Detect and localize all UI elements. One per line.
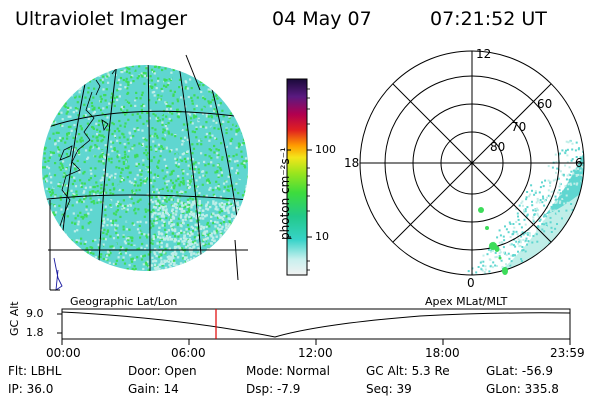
timeline-xtick-2359: 23:59 [550, 346, 585, 360]
mlat-label-60: 60 [537, 97, 553, 111]
colorbar-label: photon cm⁻²s⁻¹ [278, 147, 292, 240]
timeline-ytick-9: 9.0 [26, 307, 44, 320]
mlt-label-18: 18 [344, 156, 360, 170]
sequence-value: Seq: 39 [366, 382, 412, 396]
filter-value: Flt: LBHL [8, 364, 62, 378]
polar-plot [359, 50, 585, 276]
door-value: Door: Open [128, 364, 197, 378]
dsp-value: Dsp: -7.9 [246, 382, 301, 396]
mlt-label-12: 12 [476, 47, 492, 61]
date-label: 04 May 07 [272, 8, 372, 30]
timeline-xtick-0000: 00:00 [46, 346, 81, 360]
time-label: 07:21:52 UT [430, 8, 547, 30]
gc-alt-value: GC Alt: 5.3 Re [366, 364, 450, 378]
colorbar [286, 78, 312, 276]
timeline-xtick-1200: 12:00 [298, 346, 333, 360]
mlt-label-0: 0 [467, 276, 475, 290]
frame-lines [48, 54, 248, 291]
mlt-label-6: 6 [575, 156, 583, 170]
ip-value: IP: 36.0 [8, 382, 54, 396]
colorbar-tick-10: 10 [315, 230, 329, 243]
timeline-ytick-1.8: 1.8 [26, 326, 44, 339]
altitude-timeline [57, 308, 571, 345]
glat-value: GLat: -56.9 [486, 364, 553, 378]
geographic-image [42, 54, 248, 291]
colorbar-tick-100: 100 [315, 143, 336, 156]
mlat-label-80: 80 [490, 140, 506, 154]
timeline-xtick-1800: 18:00 [425, 346, 460, 360]
left-panel-caption: Geographic Lat/Lon [70, 295, 178, 308]
glon-value: GLon: 335.8 [486, 382, 559, 396]
mlat-label-70: 70 [511, 120, 527, 134]
gain-value: Gain: 14 [128, 382, 179, 396]
instrument-title: Ultraviolet Imager [15, 8, 188, 30]
timeline-xtick-0600: 06:00 [171, 346, 206, 360]
coastline-south [49, 257, 63, 291]
mode-value: Mode: Normal [246, 364, 330, 378]
timeline-ylabel: GC Alt [8, 301, 21, 336]
right-panel-caption: Apex MLat/MLT [425, 295, 508, 308]
